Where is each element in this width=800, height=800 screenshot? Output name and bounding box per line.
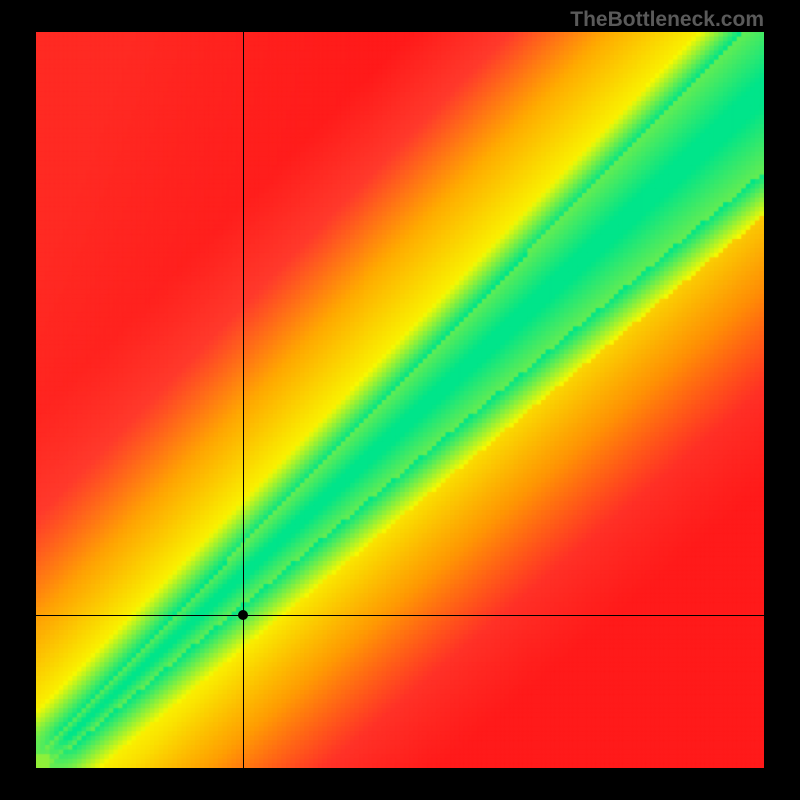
heatmap-canvas xyxy=(36,32,764,768)
chart-frame: TheBottleneck.com xyxy=(0,0,800,800)
plot-area xyxy=(36,32,764,768)
crosshair-vertical xyxy=(243,32,244,768)
crosshair-horizontal xyxy=(36,615,764,616)
crosshair-marker xyxy=(238,610,248,620)
watermark-text: TheBottleneck.com xyxy=(570,8,764,32)
